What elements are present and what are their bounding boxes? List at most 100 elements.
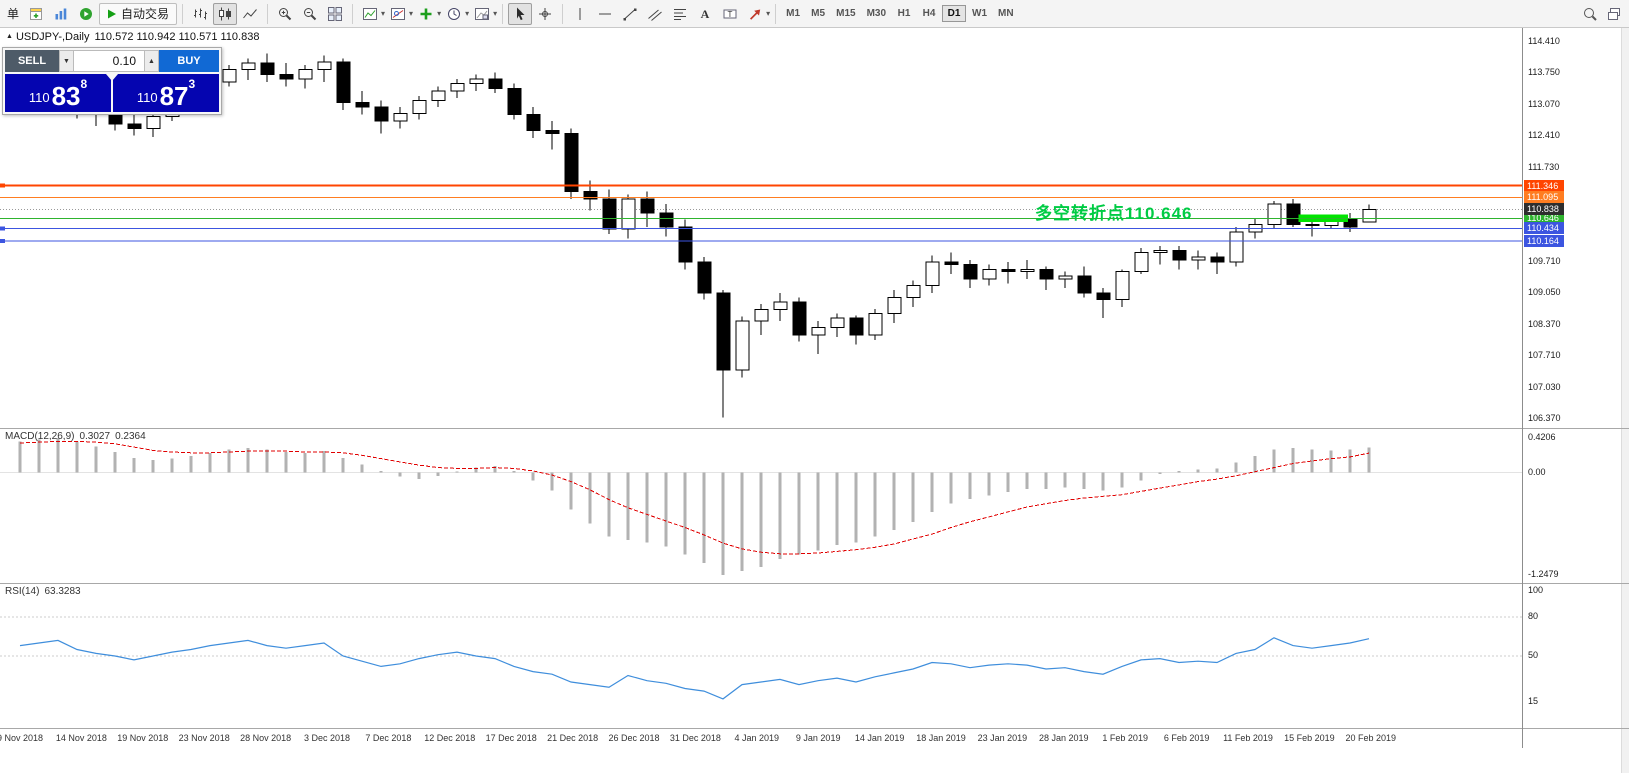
price-tick-label: 106.370 [1528, 413, 1561, 423]
cursor-icon [517, 7, 525, 20]
rsi-panel-separator[interactable] [0, 583, 1629, 584]
pivot-annotation[interactable]: 多空转折点110.646 [1035, 204, 1193, 223]
price-tick-label: 107.710 [1528, 350, 1561, 361]
bid-prefix: 110 [28, 90, 50, 105]
bid-price-display[interactable]: 110 83 8 [5, 74, 111, 112]
price-axis-border [1522, 28, 1523, 748]
volume-decrease-button[interactable]: ▼ [59, 50, 74, 72]
main-price-chart[interactable] [0, 28, 1522, 428]
level-price-label: 110.434 [1524, 222, 1564, 235]
price-tick-label: 109.710 [1528, 256, 1561, 267]
date-label: 15 Feb 2019 [1284, 733, 1335, 743]
vertical-line-button[interactable] [568, 3, 592, 25]
timeframe-button-h1[interactable]: H1 [897, 8, 911, 19]
zoom-in-button[interactable] [273, 3, 297, 25]
rsi-axis-label: 100 [1528, 585, 1544, 595]
indicators-window-button[interactable]: ▾ [358, 3, 385, 25]
date-label: 18 Jan 2019 [916, 733, 966, 743]
autotrading-label: 自动交易 [121, 7, 170, 21]
timeframe-button-m15[interactable]: M15 [836, 8, 856, 19]
timeframe-button-d1[interactable]: D1 [942, 5, 967, 22]
date-label: 26 Dec 2018 [608, 733, 660, 743]
horizontal-line-button[interactable] [593, 3, 617, 25]
channel-icon [648, 9, 662, 21]
tile-windows-button[interactable] [323, 3, 347, 25]
new-order-button[interactable] [24, 3, 48, 25]
rsi-name: RSI(14) [5, 586, 40, 597]
spread-notch [106, 74, 118, 81]
objects-window-button[interactable]: ▾ [386, 3, 413, 25]
candlestick-chart-button[interactable] [213, 2, 238, 25]
ask-price-display[interactable]: 110 87 3 [113, 74, 219, 112]
expert-advisors-button[interactable] [74, 3, 98, 25]
level-price-label: 111.346 [1524, 179, 1564, 192]
rsi-indicator-chart[interactable] [0, 583, 1522, 728]
channel-button[interactable] [643, 3, 667, 25]
sell-button[interactable]: SELL [5, 50, 59, 72]
volume-increase-button[interactable]: ▲ [144, 50, 159, 72]
dropdown-caret-icon[interactable]: ▾ [493, 9, 498, 18]
date-label: 23 Jan 2019 [977, 733, 1028, 743]
toolbar-separator [267, 3, 269, 24]
rsi-axis-label: 15 [1528, 695, 1539, 706]
macd-panel-separator[interactable] [0, 428, 1629, 429]
rsi-axis-label: 80 [1528, 611, 1539, 621]
fibonacci-button[interactable] [668, 3, 692, 25]
date-label: 11 Feb 2019 [1223, 733, 1273, 743]
search-button[interactable] [1578, 3, 1602, 25]
label-button[interactable]: T [718, 3, 742, 25]
ask-pip-digit: 3 [188, 77, 196, 91]
timeframe-button-m5[interactable]: M5 [811, 8, 826, 19]
level-price-label: 110.646 [1524, 212, 1564, 225]
trendline-icon [623, 8, 637, 20]
dropdown-caret-icon[interactable]: ▾ [766, 9, 771, 18]
timeframe-button-m1[interactable]: M1 [786, 8, 801, 19]
windows-button[interactable] [1602, 3, 1626, 25]
timeframe-button-m30[interactable]: M30 [866, 8, 887, 19]
periods-icon [448, 7, 461, 20]
level-price-label: 111.095 [1524, 191, 1564, 204]
line-chart-button[interactable] [238, 3, 262, 25]
toolbar-separator [502, 3, 504, 24]
date-label: 9 Nov 2018 [0, 733, 44, 743]
price-tick-label: 108.370 [1528, 319, 1561, 330]
crosshair-button[interactable] [533, 3, 557, 25]
bar-chart-button[interactable] [188, 3, 212, 25]
autotrading-button[interactable]: 自动交易 [99, 2, 178, 25]
text-button[interactable]: A [693, 3, 717, 25]
trendline-button[interactable] [618, 3, 642, 25]
periods-button[interactable]: ▾ [442, 3, 469, 25]
date-label: 28 Nov 2018 [240, 733, 292, 743]
arrows-button[interactable]: ▾ [743, 3, 770, 25]
buy-button[interactable]: BUY [159, 50, 219, 72]
timeframe-button-mn[interactable]: MN [998, 8, 1014, 19]
templates-button[interactable]: ▾ [470, 3, 497, 25]
date-label: 1 Feb 2019 [1102, 733, 1148, 743]
cursor-button[interactable] [508, 2, 533, 25]
price-tick-label: 114.410 [1528, 36, 1560, 46]
menu-label[interactable]: 单 [7, 7, 20, 21]
price-tick-label: 107.030 [1528, 382, 1561, 393]
market-watch-button[interactable] [49, 3, 73, 25]
date-axis[interactable]: 9 Nov 2018 14 Nov 2018 19 Nov 2018 23 Nov 2… [0, 728, 1522, 748]
arrows-icon [750, 9, 761, 20]
timeframe-button-h4[interactable]: H4 [922, 8, 936, 19]
dropdown-caret-icon[interactable]: ▾ [409, 9, 414, 18]
volume-input[interactable]: 0.10 [74, 50, 144, 72]
dropdown-caret-icon[interactable]: ▾ [381, 9, 386, 18]
date-label: 4 Jan 2019 [734, 733, 780, 743]
autotrading-play-icon [108, 9, 117, 18]
tile-windows-icon [328, 6, 343, 21]
toolbar-separator [352, 3, 354, 24]
text-icon: A [701, 7, 710, 21]
zoom-out-button[interactable] [298, 3, 322, 25]
dropdown-caret-icon[interactable]: ▾ [465, 9, 470, 18]
add-indicator-button[interactable]: ▾ [414, 3, 441, 25]
dropdown-caret-icon[interactable]: ▾ [437, 9, 442, 18]
macd-main-value: 0.3027 [79, 431, 111, 442]
ohlc-values: 110.572 110.942 110.571 110.838 [94, 31, 260, 43]
macd-label: MACD(12,26,9) 0.3027 0.2364 [5, 431, 151, 442]
macd-indicator-chart[interactable] [0, 428, 1522, 583]
timeframe-button-w1[interactable]: W1 [972, 8, 988, 19]
price-axis[interactable]: 114.410 113.750 113.070 112.410 111.730 109.7… [1523, 0, 1629, 773]
